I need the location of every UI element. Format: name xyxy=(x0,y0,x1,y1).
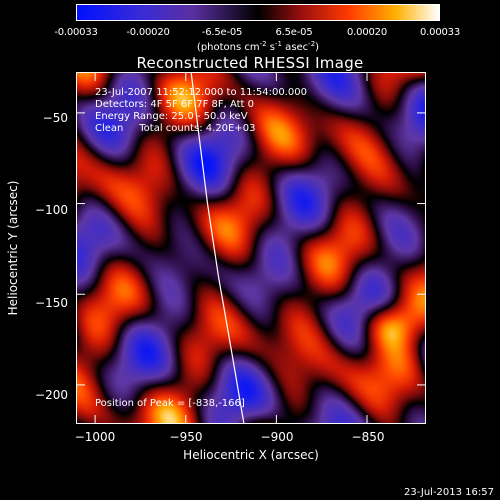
annotation-time: 23-Jul-2007 11:52:12.000 to 11:54:00.000 xyxy=(95,87,307,98)
chart-title: Reconstructed RHESSI Image xyxy=(136,54,364,72)
generation-timestamp: 23-Jul-2013 16:57 xyxy=(403,487,494,498)
colorbar-tick: 0.00020 xyxy=(347,27,387,38)
annotation-energy: Energy Range: 25.0 - 50.0 keV xyxy=(95,111,248,122)
heatmap-image xyxy=(77,73,425,423)
colorbar-tick: -0.00020 xyxy=(126,27,170,38)
annotation-detectors: Detectors: 4F 5F 6F 7F 8F, Att 0 xyxy=(95,99,255,110)
x-axis-label: Heliocentric X (arcsec) xyxy=(183,448,319,462)
colorbar-tick: 6.5e-05 xyxy=(275,27,313,38)
x-tick-label: −900 xyxy=(260,430,294,444)
solar-limb-curve xyxy=(190,73,245,423)
y-tick-label: −100 xyxy=(35,203,68,217)
annotation-peak: Position of Peak = [-838,-166] xyxy=(95,398,245,409)
annotation-clean: Clean Total counts: 4.20E+03 xyxy=(95,123,256,134)
y-tick-label: −50 xyxy=(42,111,68,125)
y-tick-label: −150 xyxy=(35,296,68,310)
colorbar-tick: 0.00033 xyxy=(420,27,460,38)
colorbar xyxy=(76,4,440,21)
x-tick-label: −1000 xyxy=(74,430,116,444)
x-tick-label: −950 xyxy=(169,430,203,444)
colorbar-tick: -0.00033 xyxy=(54,27,98,38)
colorbar-units: (photons cm-2 s-1 asec-2) xyxy=(196,40,320,53)
y-axis-label: Heliocentric Y (arcsec) xyxy=(6,180,20,316)
colorbar-tick: -6.5e-05 xyxy=(201,27,243,38)
solar-limb xyxy=(190,73,245,423)
x-tick-label: −850 xyxy=(351,430,385,444)
y-tick-label: −200 xyxy=(35,388,68,402)
plot-area: 23-Jul-2007 11:52:12.000 to 11:54:00.000… xyxy=(76,72,426,424)
